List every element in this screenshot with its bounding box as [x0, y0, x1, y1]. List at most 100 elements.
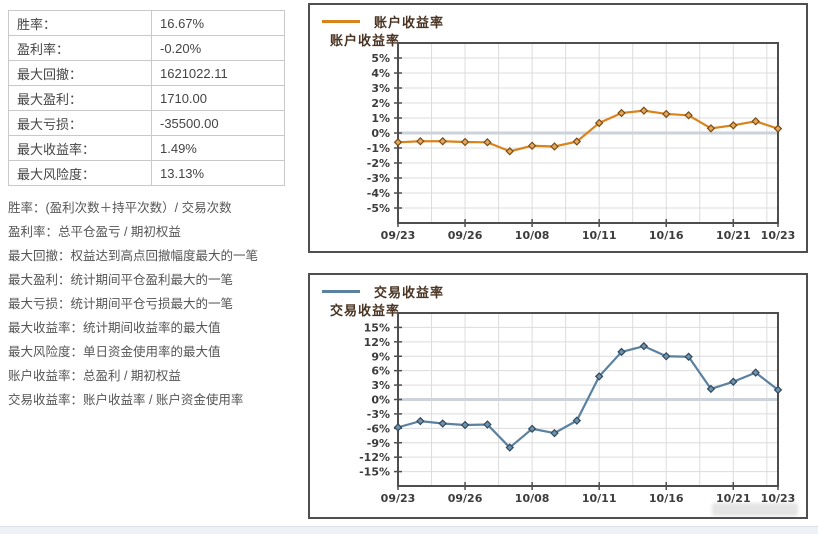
legend-label: 账户收益率	[374, 15, 445, 30]
stat-label: 盈利率：	[8, 35, 152, 61]
account-return-marker	[460, 137, 470, 147]
account-return-marker	[729, 121, 738, 130]
legend-trade: 交易收益率	[322, 282, 444, 301]
stat-value: 1621022.11	[151, 60, 285, 86]
x-tick-label: 10/21	[716, 229, 751, 242]
stat-label: 最大收益率：	[8, 135, 152, 161]
account-return-marker	[416, 137, 425, 146]
y-tick-label: -5%	[367, 202, 390, 215]
x-tick-label: 09/23	[381, 229, 416, 242]
trade-return-marker	[483, 420, 492, 429]
y-tick-label: -6%	[367, 422, 390, 435]
trade-return-line	[397, 344, 779, 450]
footer-strip	[0, 526, 818, 534]
y-tick-label: -4%	[367, 187, 390, 200]
definition-item: 最大亏损：统计期间平仓亏损最大的一笔	[8, 297, 234, 311]
x-tick-label: 10/21	[716, 492, 751, 505]
account-return-marker	[550, 142, 559, 151]
trade-return-marker	[594, 372, 604, 381]
y-tick-label: 15%	[364, 321, 390, 334]
trade-return-marker	[617, 347, 626, 357]
account-return-chart: 5% 4% 3% 2% 1% 0% -1% -2% -3% -4% -5% 09/23 09/26 10/…	[367, 42, 795, 242]
y-tick-label: 0%	[371, 127, 390, 140]
trade-return-marker	[550, 428, 559, 438]
metric-definitions: 胜率：(盈利次数＋持平次数）/ 交易次数 盈利率：总平仓盈亏 / 期初权益 最大…	[8, 196, 304, 412]
y-tick-label: -3%	[367, 172, 390, 185]
stat-value: -0.20%	[151, 35, 285, 61]
account-return-marker	[617, 108, 626, 118]
definition-item: 最大风险度：单日资金使用率的最大值	[8, 345, 221, 359]
y-tick-label: -15%	[359, 466, 390, 479]
trade-return-panel: 交易收益率 交易收益率 15% 12% 9% 6% 3% 0% -3% -6% -9% -12% -…	[308, 273, 808, 519]
trade-return-marker	[706, 384, 716, 394]
trade-return-marker	[505, 443, 515, 452]
x-tick-label: 10/23	[761, 492, 796, 505]
trade-return-marker	[438, 419, 447, 428]
watermark	[712, 503, 798, 516]
trade-return-marker	[639, 341, 649, 351]
stat-value: 16.67%	[151, 10, 285, 36]
y-tick-label: -3%	[367, 408, 390, 421]
account-return-line	[397, 109, 779, 153]
x-tick-label: 10/16	[649, 492, 684, 505]
y-tick-label: 6%	[371, 365, 390, 378]
y-axis-title: 账户收益率	[330, 33, 401, 48]
y-tick-label: -9%	[367, 437, 390, 450]
definition-item: 胜率：(盈利次数＋持平次数）/ 交易次数	[8, 201, 232, 215]
y-tick-label: 2%	[371, 97, 390, 110]
stat-value: -35500.00	[151, 110, 285, 136]
trade-return-marker	[460, 420, 470, 430]
table-row: 最大回撤： 1621022.11	[8, 60, 285, 86]
stat-label: 最大回撤：	[8, 60, 152, 86]
account-return-marker	[393, 138, 403, 147]
table-row: 最大风险度： 13.13%	[8, 160, 285, 186]
x-tick-label: 10/11	[582, 492, 617, 505]
stat-label: 胜率：	[8, 10, 152, 36]
stat-label: 最大盈利：	[8, 85, 152, 111]
y-tick-label: 1%	[371, 112, 390, 125]
table-row: 最大盈利： 1710.00	[8, 85, 285, 111]
y-tick-label: 3%	[371, 82, 390, 95]
trade-return-marker	[416, 416, 425, 426]
trade-return-marker	[393, 423, 403, 432]
stat-label: 最大风险度：	[8, 160, 152, 186]
account-return-marker	[572, 137, 582, 146]
account-return-panel: 账户收益率 账户收益率 5% 4% 3% 2% 1% 0% -1% -2% -3% -4% -5% 0…	[308, 3, 808, 253]
account-return-marker	[483, 138, 492, 147]
y-axis-title: 交易收益率	[330, 303, 401, 318]
table-row: 最大亏损： -35500.00	[8, 110, 285, 136]
trade-return-marker	[661, 352, 671, 361]
y-tick-label: 4%	[371, 67, 390, 80]
definition-item: 交易收益率：账户收益率 / 账户资金使用率	[8, 393, 244, 407]
legend-line-icon	[322, 290, 360, 293]
x-tick-label: 10/11	[582, 229, 617, 242]
definition-item: 最大盈利：统计期间平仓盈利最大的一笔	[8, 273, 234, 287]
account-return-marker	[706, 124, 716, 133]
trade-return-marker	[527, 424, 537, 434]
trade-return-marker	[773, 385, 783, 395]
trade-return-marker	[572, 416, 582, 425]
y-tick-label: -2%	[367, 157, 390, 170]
definition-item: 最大收益率：统计期间收益率的最大值	[8, 321, 221, 335]
account-return-marker	[661, 109, 671, 119]
x-tick-label: 10/16	[649, 229, 684, 242]
definition-item: 最大回撤：权益达到高点回撤幅度最大的一笔	[8, 249, 259, 263]
trade-return-chart: 15% 12%9% 6%3% 0%-3%-6% -9%-12% -15% 09/23 09/2…	[359, 312, 796, 505]
x-tick-label: 09/23	[381, 492, 416, 505]
y-tick-label: 0%	[371, 394, 390, 407]
y-tick-label: 9%	[371, 350, 390, 363]
account-return-marker	[594, 118, 604, 128]
table-row: 最大收益率： 1.49%	[8, 135, 285, 161]
account-return-marker	[639, 106, 649, 115]
account-return-marker	[751, 117, 760, 126]
x-tick-label: 10/08	[515, 492, 550, 505]
definition-item: 账户收益率：总盈利 / 期初权益	[8, 369, 181, 383]
table-row: 胜率： 16.67%	[8, 10, 285, 36]
stats-table: 胜率： 16.67% 盈利率： -0.20% 最大回撤： 1621022.11 …	[8, 10, 285, 186]
stat-value: 13.13%	[151, 160, 285, 186]
stat-value: 1.49%	[151, 135, 285, 161]
stat-label: 最大亏损：	[8, 110, 152, 136]
y-tick-label: 12%	[364, 336, 390, 349]
y-tick-label: 5%	[371, 52, 390, 65]
